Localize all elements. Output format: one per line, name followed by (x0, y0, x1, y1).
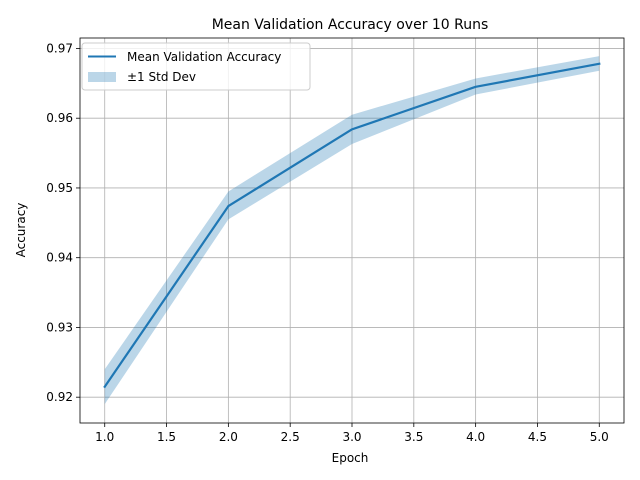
std-band (104, 56, 600, 405)
legend-band-swatch (88, 72, 116, 82)
y-tick-label: 0.94 (46, 251, 73, 265)
series-layer (103, 62, 601, 389)
y-tick-label: 0.92 (46, 390, 73, 404)
x-tick-label: 5.0 (590, 430, 609, 444)
chart-title: Mean Validation Accuracy over 10 Runs (212, 17, 489, 33)
legend-box (81, 42, 311, 91)
y-tick-label: 0.93 (46, 320, 73, 334)
x-tick-label: 2.5 (281, 430, 300, 444)
x-tick-label: 2.0 (219, 430, 238, 444)
x-tick-label: 1.0 (95, 430, 114, 444)
x-axis-label: Epoch (332, 451, 369, 465)
x-ticks: 1.0 1.5 2.0 2.5 3.0 3.5 4.0 4.5 5.0 (95, 423, 609, 444)
y-tick-label: 0.97 (46, 41, 73, 55)
legend-entry-std: ±1 Std Dev (127, 70, 196, 84)
legend-entry-mean: Mean Validation Accuracy (127, 50, 281, 64)
y-ticks: 0.92 0.93 0.94 0.95 0.96 0.97 (46, 41, 80, 404)
x-tick-label: 3.5 (404, 430, 423, 444)
y-tick-label: 0.95 (46, 181, 73, 195)
y-axis-label: Accuracy (14, 203, 28, 258)
x-tick-label: 4.0 (466, 430, 485, 444)
grid (80, 38, 624, 423)
mean-accuracy-line (103, 62, 601, 389)
std-band-layer (104, 56, 600, 405)
y-tick-label: 0.96 (46, 111, 73, 125)
x-tick-label: 1.5 (157, 430, 176, 444)
legend: Mean Validation Accuracy ±1 Std Dev (81, 42, 311, 91)
x-tick-label: 3.0 (342, 430, 361, 444)
x-tick-label: 4.5 (528, 430, 547, 444)
